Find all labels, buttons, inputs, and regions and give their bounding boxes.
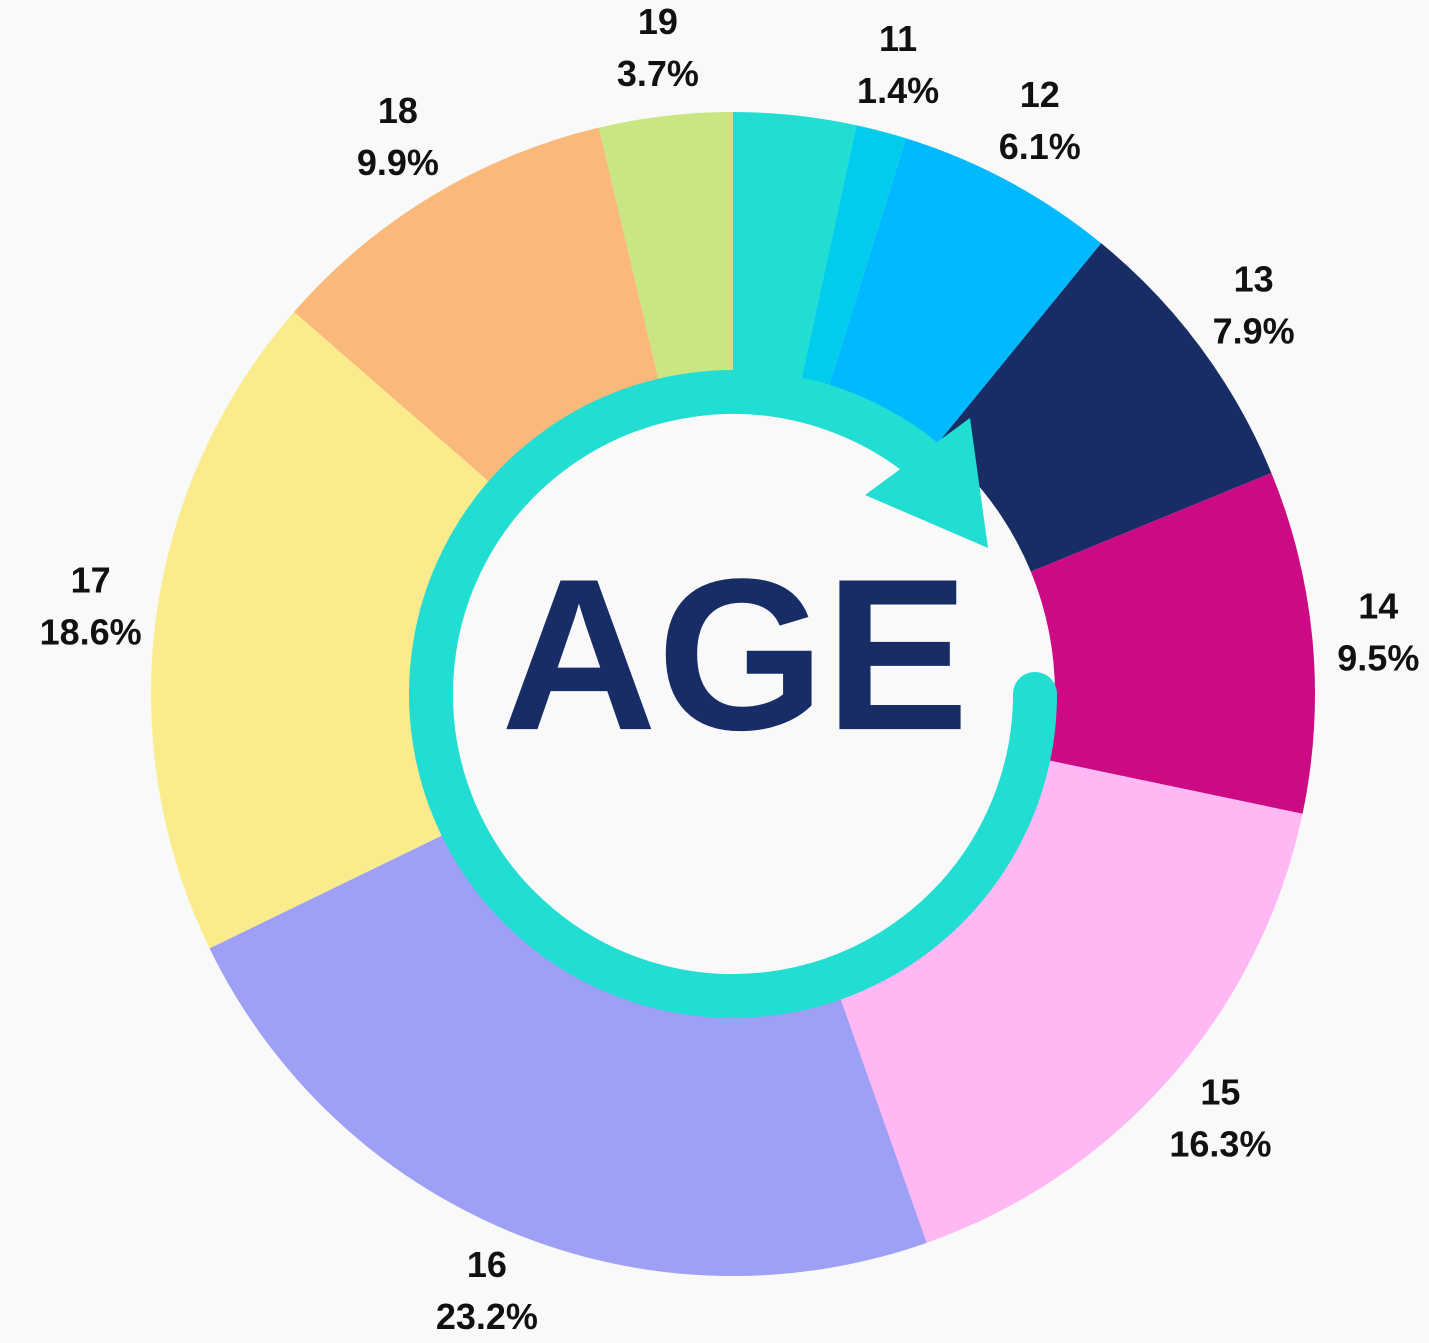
value-label: 3.7% bbox=[617, 53, 699, 94]
category-label: 19 bbox=[638, 1, 678, 42]
category-label: 15 bbox=[1200, 1072, 1240, 1113]
value-label: 9.9% bbox=[357, 142, 439, 183]
center-label: AGE bbox=[501, 533, 969, 775]
value-label: 23.2% bbox=[436, 1296, 538, 1337]
category-label: 14 bbox=[1358, 586, 1398, 627]
value-label: 7.9% bbox=[1213, 311, 1295, 352]
category-label: 12 bbox=[1020, 74, 1060, 115]
arrow-head bbox=[865, 418, 988, 548]
value-label: 9.5% bbox=[1337, 638, 1419, 679]
ring-arrow bbox=[409, 370, 1057, 1018]
category-label: 16 bbox=[467, 1244, 507, 1285]
category-label: 18 bbox=[378, 90, 418, 131]
value-label: 6.1% bbox=[999, 126, 1081, 167]
value-label: 18.6% bbox=[40, 611, 142, 652]
value-label: 1.4% bbox=[857, 70, 939, 111]
category-label: 17 bbox=[71, 559, 111, 600]
donut-hole bbox=[411, 372, 1055, 1016]
labels: 11 1.4% 12 6.1% 13 7.9% 14 9.5% 15 16.3% 16 23.2% 17… bbox=[40, 1, 1420, 1337]
value-label: 16.3% bbox=[1169, 1124, 1271, 1165]
category-label: 13 bbox=[1234, 259, 1274, 300]
category-label: 11 bbox=[879, 18, 917, 59]
